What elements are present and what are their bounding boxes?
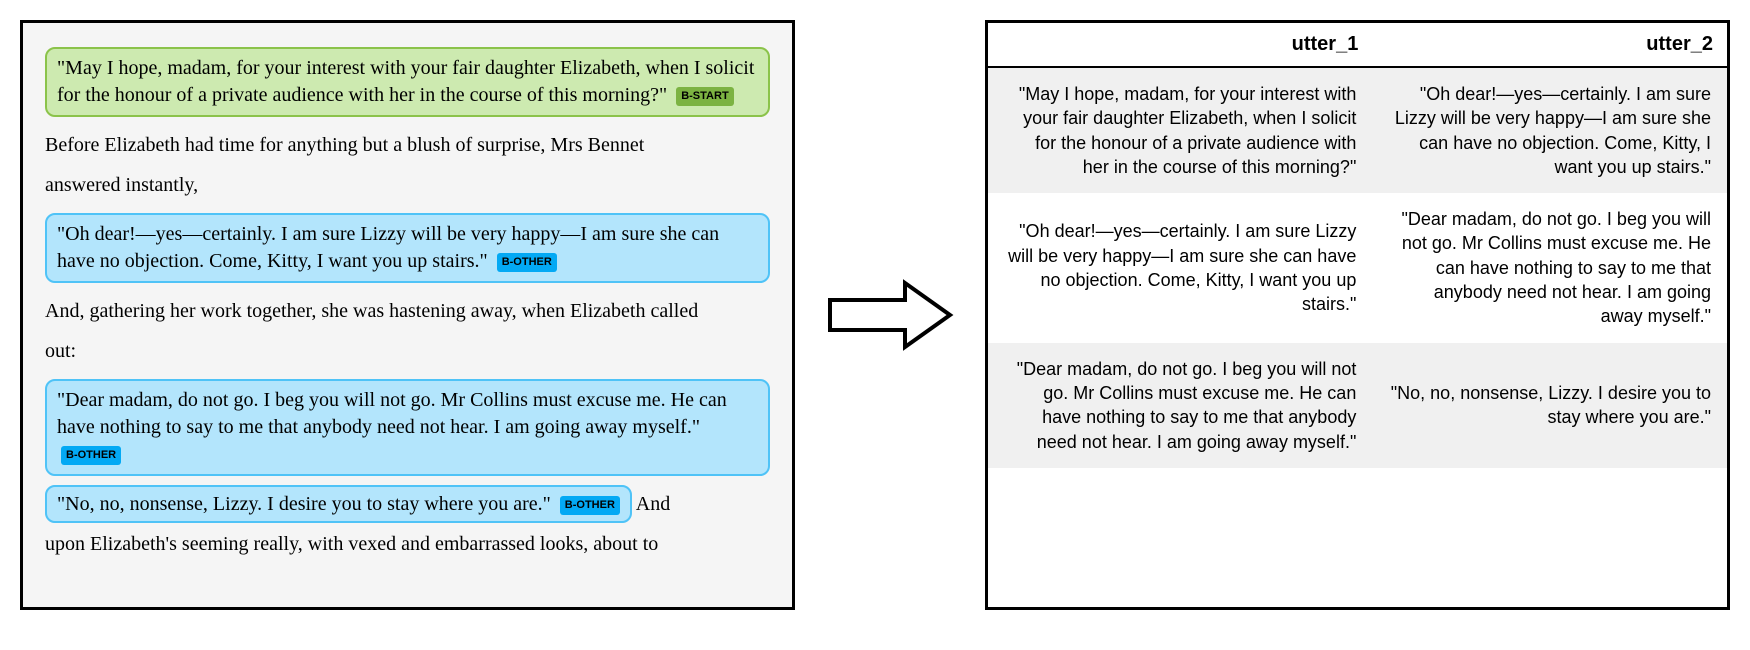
annotation-other: "Oh dear!—yes—certainly. I am sure Lizzy… xyxy=(45,213,770,283)
annotation-tag: B-START xyxy=(676,87,733,106)
narrative-text: Before Elizabeth had time for anything b… xyxy=(45,127,770,163)
annotated-text-panel: "May I hope, madam, for your interest wi… xyxy=(20,20,795,610)
narrative-text: And, gathering her work together, she wa… xyxy=(45,293,770,329)
annotation-tag: B-OTHER xyxy=(497,253,557,272)
utterance-pairs-table: utter_1 utter_2 "May I hope, madam, for … xyxy=(988,23,1727,468)
narrative-text: answered instantly, xyxy=(45,167,770,203)
cell-utter-2: "No, no, nonsense, Lizzy. I desire you t… xyxy=(1372,343,1727,468)
cell-utter-2: "Dear madam, do not go. I beg you will n… xyxy=(1372,193,1727,342)
cell-utter-1: "Dear madam, do not go. I beg you will n… xyxy=(988,343,1372,468)
cell-utter-2: "Oh dear!—yes—certainly. I am sure Lizzy… xyxy=(1372,67,1727,193)
table-row: "Oh dear!—yes—certainly. I am sure Lizzy… xyxy=(988,193,1727,342)
table-header-row: utter_1 utter_2 xyxy=(988,23,1727,67)
arrow-icon xyxy=(825,275,955,355)
table-row: "May I hope, madam, for your interest wi… xyxy=(988,67,1727,193)
trailing-narrative: And xyxy=(632,493,670,515)
cell-utter-1: "Oh dear!—yes—certainly. I am sure Lizzy… xyxy=(988,193,1372,342)
annotation-tag: B-OTHER xyxy=(61,446,121,465)
annotation-other: "No, no, nonsense, Lizzy. I desire you t… xyxy=(45,485,632,523)
column-header-utter-2: utter_2 xyxy=(1372,23,1727,67)
annotation-tag: B-OTHER xyxy=(560,496,620,515)
narrative-text: out: xyxy=(45,333,770,369)
table-row: "Dear madam, do not go. I beg you will n… xyxy=(988,343,1727,468)
cell-utter-1: "May I hope, madam, for your interest wi… xyxy=(988,67,1372,193)
transform-arrow xyxy=(825,20,955,610)
column-header-utter-1: utter_1 xyxy=(988,23,1372,67)
inline-annotation-line: "No, no, nonsense, Lizzy. I desire you t… xyxy=(45,486,770,522)
narrative-text: upon Elizabeth's seeming really, with ve… xyxy=(45,526,770,562)
annotation-start: "May I hope, madam, for your interest wi… xyxy=(45,47,770,117)
annotation-other: "Dear madam, do not go. I beg you will n… xyxy=(45,379,770,476)
utterance-pairs-table-panel: utter_1 utter_2 "May I hope, madam, for … xyxy=(985,20,1730,610)
